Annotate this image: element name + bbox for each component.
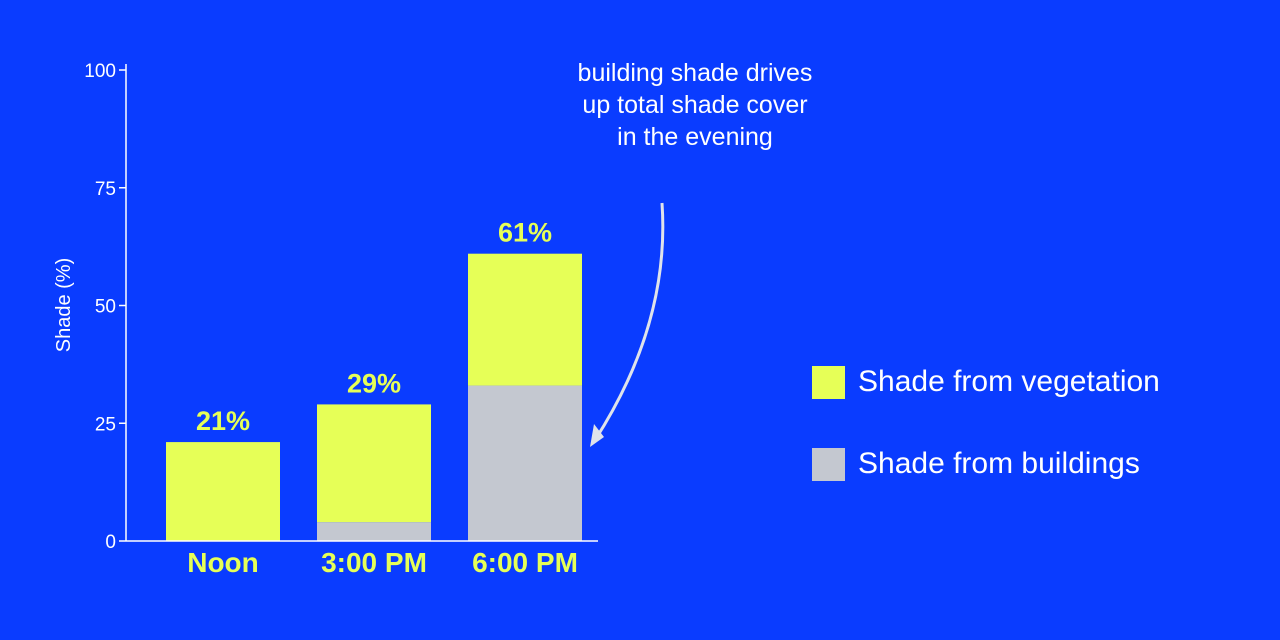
bars-layer xyxy=(166,253,582,541)
y-tick-label-4: 100 xyxy=(84,61,116,82)
legend-swatch-vegetation xyxy=(812,365,845,399)
axes-layer: 0 25 50 75 100 xyxy=(84,61,598,553)
x-tick-label-1: 3:00 PM xyxy=(321,547,427,578)
total-label-1: 29% xyxy=(347,368,401,398)
bar-vegetation-2 xyxy=(468,253,582,386)
x-tick-label-2: 6:00 PM xyxy=(472,547,578,578)
y-tick-label-3: 75 xyxy=(95,179,116,200)
y-axis-title: Shade (%) xyxy=(53,258,75,353)
bar-vegetation-1 xyxy=(317,404,431,523)
legend-item-buildings: Shade from buildings xyxy=(812,444,1160,484)
legend: Shade from vegetation Shade from buildin… xyxy=(812,362,1160,526)
bar-buildings-1 xyxy=(317,522,431,541)
total-label-0: 21% xyxy=(196,406,250,436)
annotation-text: building shade drives up total shade cov… xyxy=(577,59,813,151)
annotation-arrow xyxy=(590,202,665,447)
labels-layer: 21% Noon 29% 3:00 PM 61% 6:00 PM xyxy=(187,218,578,578)
y-tick-label-2: 50 xyxy=(95,297,116,318)
legend-item-vegetation: Shade from vegetation xyxy=(812,362,1160,402)
legend-label-buildings: Shade from buildings xyxy=(858,447,1140,480)
y-tick-label-1: 25 xyxy=(95,414,116,435)
bar-vegetation-0 xyxy=(166,442,280,541)
legend-label-vegetation: Shade from vegetation xyxy=(858,365,1160,398)
total-label-2: 61% xyxy=(498,218,552,248)
y-tick-label-0: 0 xyxy=(105,532,116,553)
bar-buildings-2 xyxy=(468,385,582,541)
legend-swatch-buildings xyxy=(812,447,845,481)
x-tick-label-0: Noon xyxy=(187,547,259,578)
